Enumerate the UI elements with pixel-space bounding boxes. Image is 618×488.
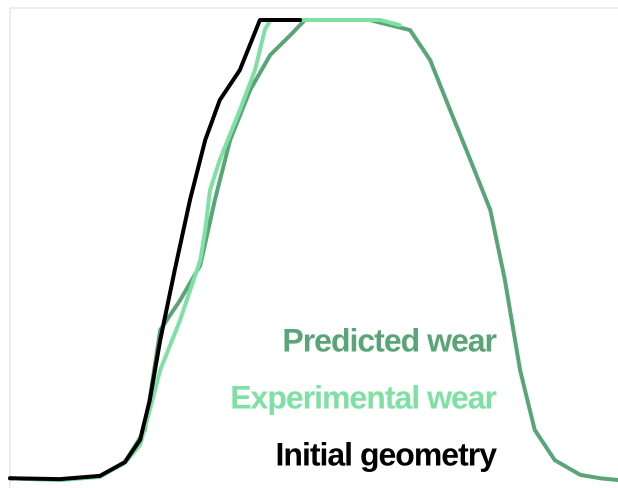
legend-label: Experimental wear (230, 379, 496, 415)
plot-frame (9, 7, 618, 488)
legend-label: Initial geometry (276, 436, 498, 472)
series-line (8, 18, 302, 482)
legend-label: Predicted wear (282, 322, 496, 358)
